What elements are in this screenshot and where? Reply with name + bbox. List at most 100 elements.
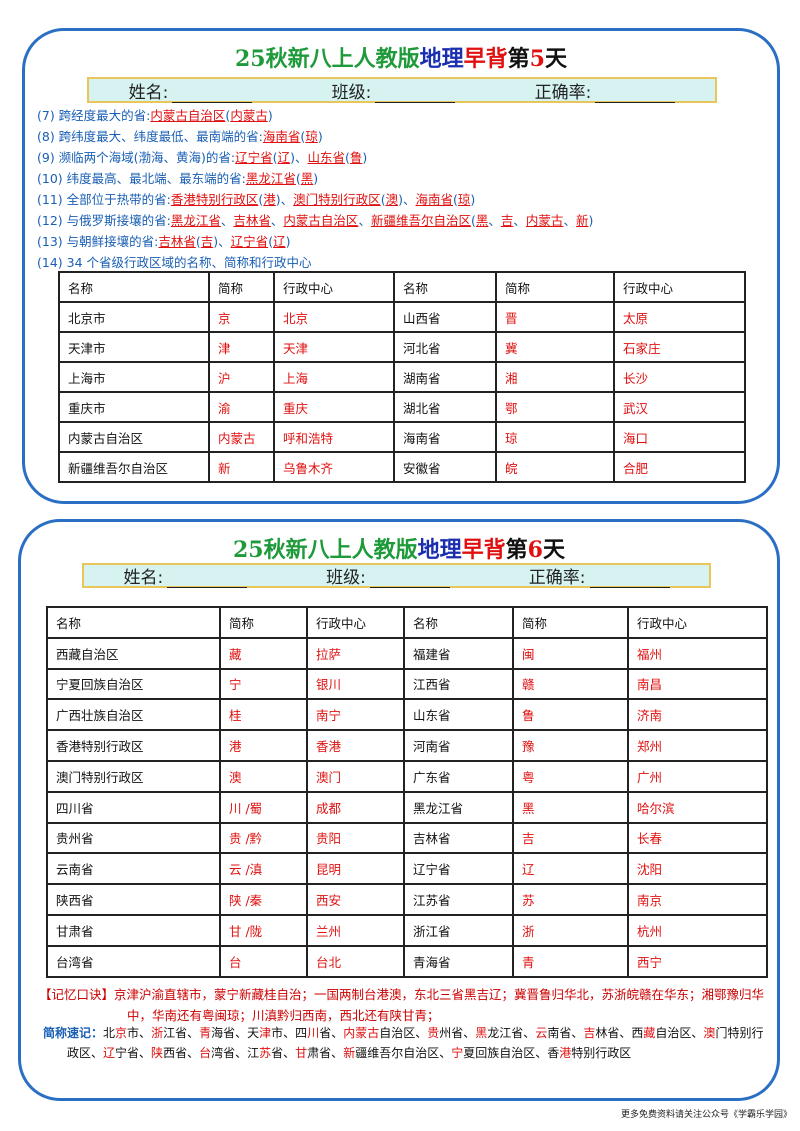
table-row: 澳门特别行政区澳澳门 广东省粤广州	[46, 759, 768, 793]
table-cell: 粤	[512, 759, 629, 793]
question-text: )	[470, 192, 476, 207]
shorthand-highlight: 宁	[451, 1046, 464, 1060]
question: (12) 与俄罗斯接壤的省:黑龙江省、吉林省、内蒙古自治区、新疆维吾尔自治区(黑…	[37, 210, 593, 231]
answer: 港	[263, 192, 276, 207]
table-cell: 天津市	[58, 331, 210, 363]
table-row: 台湾省台台北 青海省青西宁	[46, 944, 768, 978]
shorthand-highlight: 台	[199, 1046, 212, 1060]
answer: 黑	[300, 171, 314, 186]
shorthand-highlight: 辽	[103, 1046, 116, 1060]
question-text: 、	[270, 213, 284, 228]
table-cell: 简称	[495, 271, 615, 303]
table-cell: 广西壮族自治区	[46, 698, 221, 732]
field: 正确率:	[535, 78, 676, 103]
table-cell: 青	[512, 944, 629, 978]
table-cell: 四川省	[46, 790, 221, 824]
table-cell: 皖	[495, 451, 615, 483]
table-cell: 陕西省	[46, 883, 221, 916]
table-cell: 陕 /秦	[219, 883, 308, 916]
shorthand: 简称速记：北京市、浙江省、青海省、天津市、四川省、内蒙古自治区、贵州省、黑龙江省…	[29, 1023, 769, 1063]
table-cell: 渝	[208, 391, 275, 423]
table-row: 重庆市渝重庆 湖北省鄂武汉	[58, 391, 746, 423]
shorthand-entry: 天津市、	[247, 1026, 296, 1040]
table-cell: 行政中心	[273, 271, 395, 303]
shorthand-entry: 辽宁省、	[103, 1046, 152, 1060]
shorthand-entry: 台湾省、	[199, 1046, 248, 1060]
table-cell: 合肥	[613, 451, 746, 483]
table-cell: 简称	[208, 271, 275, 303]
question-text: (	[300, 129, 306, 144]
field-blank	[375, 88, 456, 103]
table-cell: 沈阳	[627, 852, 768, 886]
title-part: 天	[544, 46, 567, 72]
title-part: 25秋新八上人教版	[235, 46, 420, 72]
answer: 辽	[273, 234, 286, 249]
field-label: 姓名:	[123, 568, 164, 588]
title-part: 25秋新八上人教版	[233, 537, 418, 563]
title-part: 6	[527, 537, 543, 563]
table-cell: 广东省	[403, 759, 514, 793]
question-text: 、	[358, 213, 371, 228]
question: (14) 34 个省级行政区域的名称、简称和行政中心	[37, 252, 593, 273]
field-label: 班级:	[331, 82, 372, 103]
table-cell: 贵阳	[306, 821, 405, 855]
table-cell: 济南	[627, 698, 768, 732]
shorthand-entry: 香港特别行政区	[547, 1046, 632, 1060]
table-cell: 津	[208, 331, 275, 363]
question-text: 、	[488, 213, 501, 228]
info-bar: 姓名: 班级: 正确率:	[87, 77, 717, 103]
field: 正确率:	[529, 563, 670, 588]
answer: 内蒙古	[525, 213, 564, 228]
field-label: 姓名:	[128, 82, 169, 103]
table-row: 甘肃省甘 /陇 兰州 浙江省浙杭州	[46, 913, 768, 947]
title-part: 第	[505, 537, 528, 563]
table-row: 北京市京北京 山西省晋太原	[58, 301, 746, 333]
table-cell: 太原	[613, 301, 746, 333]
answer: 内蒙古	[230, 108, 268, 123]
table-cell: 广州	[627, 759, 768, 793]
table-cell: 澳	[219, 759, 308, 793]
table-cell: 安徽省	[393, 451, 497, 483]
shorthand-entry: 黑龙江省、	[475, 1026, 536, 1040]
shorthand-entry: 甘肃省、	[295, 1046, 344, 1060]
table-cell: 新	[208, 451, 275, 483]
card: 25秋新八上人教版地理早背第6天 姓名: 班级: 正确率: 名称 简称 行政中心 名称 简称 行政…	[18, 519, 780, 1101]
table-cell: 闽	[512, 636, 629, 670]
field: 姓名:	[129, 78, 253, 103]
shorthand-highlight: 苏	[259, 1046, 272, 1060]
answer: 黑龙江省	[170, 213, 221, 228]
question-text: )	[285, 234, 291, 249]
table-row: 四川省川 /蜀 成都 黑龙江省黑哈尔滨	[46, 790, 768, 824]
answer: 鲁	[349, 150, 363, 165]
shorthand-highlight: 陕	[151, 1046, 164, 1060]
table-cell: 乌鲁木齐	[273, 451, 395, 483]
question-text: (	[225, 108, 231, 123]
answer: 辽	[277, 150, 291, 165]
table-cell: 南昌	[627, 667, 768, 701]
table-cell: 昆明	[306, 852, 405, 886]
shorthand-highlight: 云	[535, 1026, 548, 1040]
shorthand-entry: 西藏自治区、	[631, 1026, 704, 1040]
answer: 内蒙古自治区	[283, 213, 359, 228]
table-cell: 福建省	[403, 636, 514, 670]
answer: 吉	[200, 234, 214, 249]
shorthand-entry: 江苏省、	[247, 1046, 296, 1060]
table-cell: 苏	[512, 883, 629, 916]
province-table: 名称 简称 行政中心 名称 简称 行政中心 西藏自治区藏拉萨 福建省闽福州 宁夏回族自治区宁银川…	[46, 606, 768, 978]
question-text: )	[267, 108, 273, 123]
shorthand-entry: 贵州省、	[427, 1026, 476, 1040]
table-cell: 吉	[512, 821, 629, 855]
table-cell: 吉林省	[403, 821, 514, 855]
table-cell: 川 /蜀	[219, 790, 308, 824]
shorthand-entry: 吉林省、	[583, 1026, 632, 1040]
table-cell: 贵州省	[46, 821, 221, 855]
question-text: )	[588, 213, 594, 228]
table-cell: 宁	[219, 667, 308, 701]
table-cell: 甘 /陇	[219, 913, 308, 947]
question-text: (12) 与俄罗斯接壤的省:	[37, 213, 171, 228]
shorthand-entry: 澳门特别行政区、	[67, 1026, 764, 1060]
answer: 黑龙江省	[245, 171, 296, 186]
answer: 琼	[457, 192, 471, 207]
